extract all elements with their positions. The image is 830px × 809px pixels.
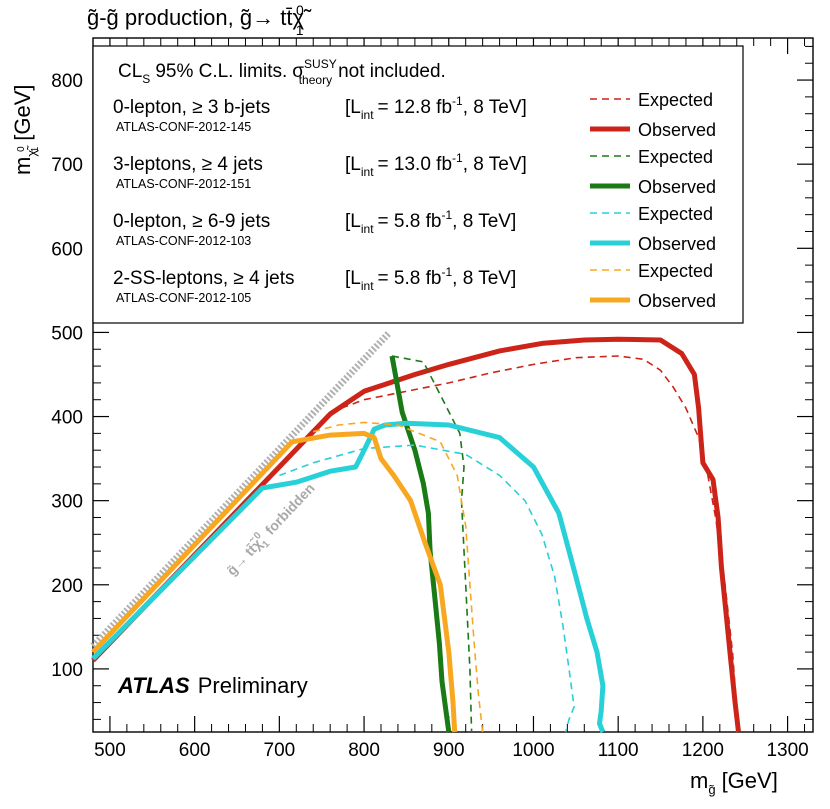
chart-title: g̃-g̃ production, g̃→ tt̄χ̃0 1 [87, 2, 312, 38]
x-axis-label: mg̃ [GeV] [690, 768, 778, 797]
analysis-name: 2-SS-leptons, ≥ 4 jets [113, 268, 295, 289]
y-tick-label: 800 [51, 71, 83, 92]
forbidden-boundary-line [90, 330, 393, 649]
x-tick-label: 900 [433, 740, 465, 761]
x-tick-label: 500 [94, 740, 126, 761]
legend-expected-label: Expected [638, 90, 713, 110]
analysis-name: 0-lepton, ≥ 3 b-jets [113, 97, 270, 118]
x-tick-label: 1000 [512, 740, 554, 761]
analysis-reference: ATLAS-CONF-2012-103 [116, 234, 251, 248]
y-tick-label: 700 [51, 155, 83, 176]
legend-expected-label: Expected [638, 261, 713, 281]
x-tick-label: 700 [264, 740, 296, 761]
legend-observed-label: Observed [638, 234, 716, 254]
analysis-reference: ATLAS-CONF-2012-151 [116, 177, 251, 191]
expected-curve [279, 444, 575, 733]
legend-observed-label: Observed [638, 291, 716, 311]
observed-curve [91, 336, 741, 733]
legend-expected-label: Expected [638, 204, 713, 224]
legend-rows: 0-lepton, ≥ 3 b-jets ATLAS-CONF-2012-145 [… [113, 90, 716, 311]
x-tick-label: 800 [348, 740, 380, 761]
expected-curve [391, 355, 473, 733]
legend: CLS 95% C.L. limits. σSUSY theory not includ… [92, 45, 744, 324]
y-tick-label: 500 [51, 323, 83, 344]
y-tick-label: 400 [51, 408, 83, 429]
x-tick-label: 600 [179, 740, 211, 761]
x-tick-label: 1100 [598, 740, 639, 761]
analysis-name: 3-leptons, ≥ 4 jets [113, 154, 263, 175]
analysis-name: 0-lepton, ≥ 6-9 jets [113, 211, 270, 232]
y-tick-label: 600 [51, 239, 83, 260]
legend-expected-label: Expected [638, 147, 713, 167]
x-tick-label: 1300 [766, 740, 808, 761]
observed-curve [91, 430, 458, 733]
analysis-reference: ATLAS-CONF-2012-105 [116, 291, 251, 305]
analysis-luminosity: [Lint = 12.8 fb-1, 8 TeV] [345, 94, 527, 122]
y-tick-label: 300 [51, 492, 83, 513]
observed-curve [91, 420, 606, 733]
y-tick-label: 100 [51, 660, 83, 681]
observed-curve [389, 355, 452, 733]
y-axis-label: mχ̃0 1[GeV] [10, 84, 41, 175]
y-tick-label: 200 [51, 576, 83, 597]
expected-curve [329, 355, 740, 733]
expected-curve [312, 421, 484, 733]
analysis-luminosity: [Lint = 5.8 fb-1, 8 TeV] [345, 265, 516, 293]
analysis-luminosity: [Lint = 5.8 fb-1, 8 TeV] [345, 208, 516, 236]
legend-box [92, 45, 744, 324]
legend-observed-label: Observed [638, 177, 716, 197]
analysis-luminosity: [Lint = 13.0 fb-1, 8 TeV] [345, 151, 527, 179]
legend-observed-label: Observed [638, 120, 716, 140]
atlas-annotation: ATLAS Preliminary [117, 673, 308, 698]
exclusion-curves [90, 330, 741, 733]
analysis-reference: ATLAS-CONF-2012-145 [116, 120, 251, 134]
x-tick-label: 1200 [682, 740, 724, 761]
legend-header: CLS 95% C.L. limits. σSUSY theory not includ… [118, 57, 446, 87]
